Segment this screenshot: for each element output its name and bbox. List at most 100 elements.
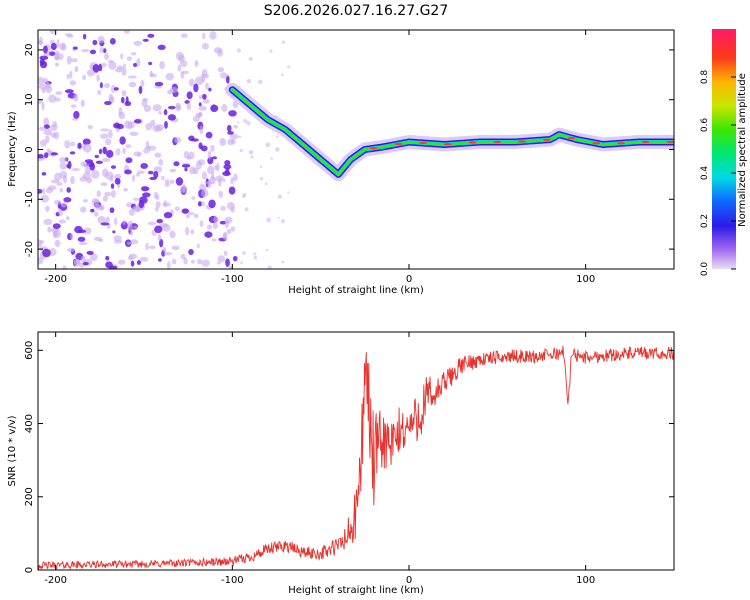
- noise-blob: [190, 259, 196, 264]
- noise-blob: [60, 202, 67, 208]
- noise-blob: [122, 147, 126, 154]
- noise-blob: [163, 199, 167, 208]
- noise-blob: [165, 72, 175, 81]
- noise-blob: [132, 197, 141, 201]
- snr-axes: -200 -100 0 100 0 200 400 600: [24, 332, 674, 586]
- noise-blob: [242, 193, 247, 197]
- noise-blob: [104, 138, 112, 146]
- noise-blob: [126, 56, 133, 61]
- spectrogram-y-tick-label: 0: [24, 146, 35, 152]
- noise-blob: [39, 60, 48, 69]
- noise-blob: [145, 140, 150, 149]
- noise-blob: [69, 70, 73, 79]
- snr-x-tick-label: -100: [221, 575, 244, 586]
- noise-blob: [258, 79, 263, 85]
- noise-blob: [183, 257, 188, 265]
- noise-blob: [221, 103, 228, 112]
- noise-blob: [154, 225, 163, 234]
- snr-y-tick-label: 600: [24, 341, 35, 360]
- snr-series-line: [38, 345, 674, 570]
- noise-blob: [56, 39, 60, 48]
- snr-x-tick-label: -200: [44, 575, 67, 586]
- noise-blob: [178, 54, 185, 63]
- noise-blob: [66, 73, 70, 80]
- noise-blob: [218, 178, 222, 187]
- noise-blob: [147, 170, 154, 175]
- noise-blob: [226, 228, 232, 235]
- noise-blob: [137, 152, 141, 157]
- noise-blob: [147, 33, 155, 38]
- noise-blob: [97, 89, 102, 95]
- noise-blob: [174, 206, 180, 212]
- noise-blob: [188, 78, 195, 87]
- noise-blob: [211, 171, 215, 181]
- ridge-peak: [518, 140, 527, 143]
- noise-blob: [224, 219, 229, 229]
- noise-blob: [63, 197, 72, 203]
- noise-blob: [227, 130, 234, 135]
- noise-blob: [191, 196, 196, 200]
- noise-blob: [246, 78, 252, 84]
- noise-blob: [128, 208, 135, 216]
- noise-blob: [59, 42, 67, 51]
- noise-blob: [105, 255, 110, 261]
- noise-blob: [164, 120, 168, 129]
- noise-blob: [66, 187, 71, 193]
- noise-blob: [184, 167, 188, 172]
- noise-blob: [156, 218, 163, 224]
- noise-blob: [198, 102, 202, 107]
- noise-blob: [230, 226, 236, 232]
- noise-blob: [133, 62, 138, 67]
- noise-blob: [281, 40, 286, 44]
- noise-blob: [42, 45, 48, 54]
- snr-background: [38, 332, 674, 570]
- noise-blob: [253, 255, 258, 260]
- noise-blob: [90, 208, 95, 213]
- noise-blob: [80, 255, 86, 263]
- noise-blob: [102, 146, 107, 155]
- noise-blob: [202, 98, 210, 104]
- noise-blob: [219, 72, 228, 79]
- noise-blob: [89, 253, 98, 262]
- noise-blob: [224, 159, 231, 166]
- noise-blob: [187, 211, 195, 216]
- noise-blob: [99, 82, 103, 89]
- ridge-peak: [592, 142, 601, 145]
- noise-blob: [43, 128, 53, 136]
- noise-blob: [38, 76, 44, 85]
- ridge-peak: [419, 141, 428, 145]
- noise-blob: [163, 211, 173, 219]
- colorbar-label: Normalized spectral amplitude: [737, 73, 748, 227]
- noise-blob: [45, 187, 54, 194]
- noise-blob: [80, 49, 90, 53]
- noise-blob: [198, 105, 207, 111]
- noise-blob: [64, 140, 71, 149]
- noise-blob: [207, 180, 212, 189]
- noise-blob: [202, 93, 207, 100]
- noise-blob: [38, 153, 44, 159]
- noise-blob: [219, 220, 227, 225]
- noise-blob: [267, 265, 272, 269]
- noise-blob: [69, 141, 76, 147]
- noise-blob: [277, 216, 280, 220]
- noise-blob: [124, 169, 132, 175]
- noise-blob: [70, 104, 77, 108]
- noise-blob: [110, 183, 115, 189]
- noise-blob: [217, 67, 225, 73]
- noise-blob: [186, 91, 193, 100]
- noise-blob: [147, 221, 157, 226]
- noise-blob: [244, 207, 249, 212]
- noise-blob: [149, 70, 153, 77]
- noise-blob: [139, 256, 149, 262]
- noise-blob: [222, 231, 228, 241]
- noise-blob: [181, 164, 191, 168]
- noise-blob: [270, 157, 274, 160]
- noise-blob: [161, 175, 165, 181]
- noise-blob: [40, 194, 50, 203]
- noise-blob: [228, 186, 236, 195]
- noise-blob: [115, 148, 121, 156]
- noise-blob: [120, 53, 124, 60]
- noise-blob: [121, 90, 127, 97]
- noise-blob: [100, 62, 107, 68]
- noise-blob: [180, 33, 188, 39]
